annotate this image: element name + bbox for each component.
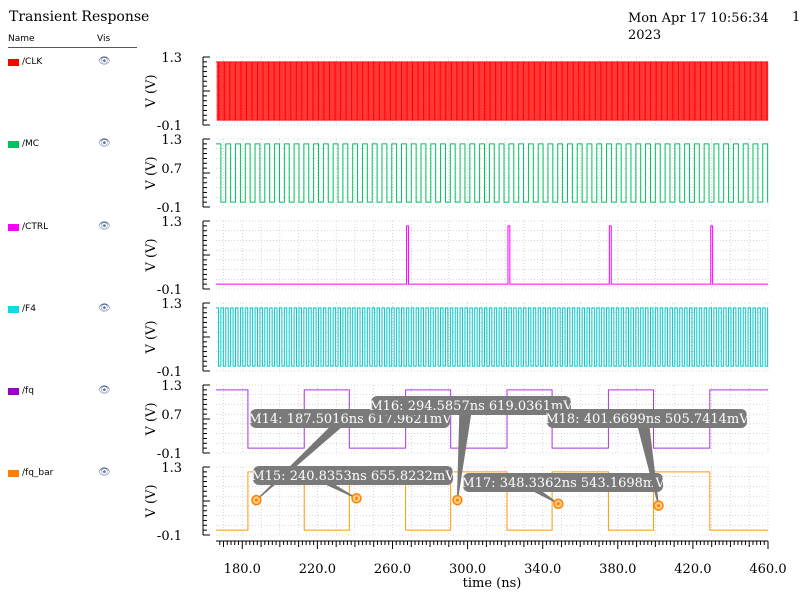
y-tick-label: -0.1 [157,365,182,380]
y-tick-label: 1.3 [161,215,182,230]
y-tick-label: -0.1 [157,447,182,462]
waveform-CTRL [216,225,768,285]
y-tick-label: 1.3 [161,461,182,476]
legend-header: Name Vis [8,34,137,48]
marker-label: M18: 401.6699ns 505.7414mV [545,412,749,427]
waveform-fq-bar [216,471,768,531]
marker-label-box [371,396,571,415]
y-tick-label: 0.7 [161,408,182,423]
y-tick-label: 1.3 [161,133,182,148]
ctrl-swatch [8,224,19,231]
marker-point-center [254,498,258,502]
legend-item-clk[interactable]: /CLK 👁 [8,56,138,70]
panel-CTRL: 1.3 -0.1 V (V) [144,215,769,298]
legend-vis-header: Vis [97,34,111,44]
markers: M14: 187.5016ns 617.9621mV M15: 240.8353n… [248,396,749,511]
panel-MC: 1.3 0.7 -0.1 V (V) [144,133,769,216]
waveform-CLK [216,61,769,121]
marker-point-center [556,502,560,506]
legend-item-fq-bar[interactable]: /fq_bar 👁 [8,467,138,481]
y-axis-label: V (V) [144,238,159,272]
fq-bar-swatch [8,470,19,477]
y-axis-label: V (V) [144,320,159,354]
fq-swatch [8,388,19,395]
clk-swatch [8,59,19,66]
y-axis-label: V (V) [144,156,159,190]
legend-item-label: /MC [22,139,40,149]
legend-item-label: /fq [22,386,34,396]
panel-fq-bar: 1.3 -0.1 V (V) [144,461,769,544]
marker-point-center [656,504,660,508]
y-axis-label: V (V) [144,484,159,518]
marker-label: M17: 348.3362ns 543.1698mV [461,476,665,491]
legend-item-fq[interactable]: /fq 👁 [8,385,138,399]
eye-icon[interactable]: 👁 [98,56,111,67]
legend-item-label: /CTRL [22,222,49,232]
x-tick-label: 340.0 [524,562,561,577]
y-tick-label: 1.3 [161,51,182,66]
x-tick-label: 220.0 [299,562,336,577]
legend-item-ctrl[interactable]: /CTRL 👁 [8,221,138,235]
eye-icon[interactable]: 👁 [98,385,111,396]
page-number: 1 [792,10,800,25]
marker-label-box [547,409,747,428]
eye-icon[interactable]: 👁 [98,467,111,478]
legend-item-label: /CLK [22,57,43,67]
marker-label-box [253,466,453,485]
panel-F4: 1.3 -0.1 V (V) [144,297,769,380]
waveform-MC [216,143,769,203]
x-tick-label: 420.0 [674,562,711,577]
y-tick-label: -0.1 [157,283,182,298]
y-tick-label: -0.1 [157,201,182,216]
marker-point-center [355,496,359,500]
mc-swatch [8,141,19,148]
date-stamp: Mon Apr 17 10:56:34 2023 [628,11,769,43]
y-axis-label: V (V) [144,74,159,108]
legend-item-f4[interactable]: /F4 👁 [8,303,138,317]
legend-name-header: Name [8,34,35,44]
y-tick-label: 0.7 [161,162,182,177]
x-tick-label: 380.0 [599,562,636,577]
legend-item-label: /fq_bar [22,468,54,478]
marker-leader [635,418,659,506]
marker-point-center [455,498,459,502]
x-axis-label: time (ns) [463,576,522,591]
marker-label-box [463,473,663,492]
eye-icon[interactable]: 👁 [98,303,111,314]
y-tick-label: 1.3 [161,297,182,312]
f4-swatch [8,306,19,313]
window-title: Transient Response [9,9,150,25]
eye-icon[interactable]: 👁 [98,138,111,149]
y-axis-label: V (V) [144,402,159,436]
eye-icon[interactable]: 👁 [98,221,111,232]
x-tick-label: 260.0 [374,562,411,577]
legend-item-mc[interactable]: /MC 👁 [8,138,138,152]
x-axis: 180.0 220.0 260.0 300.0 340.0 380.0 420.0 460.0… [216,540,787,591]
y-tick-label: -0.1 [157,119,182,134]
marker-label: M14: 187.5016ns 617.9621mV [248,412,452,427]
x-tick-label: 460.0 [749,562,786,577]
x-tick-label: 300.0 [449,562,486,577]
waveform-F4 [216,307,769,367]
marker-label: M15: 240.8353ns 655.8232mV [251,469,455,484]
y-tick-label: -0.1 [157,529,182,544]
panel-CLK: 1.3 -0.1 V (V) [144,51,769,134]
y-tick-label: 1.3 [161,379,182,394]
legend-item-label: /F4 [22,304,36,314]
marker-label: M16: 294.5857ns 619.0361mV [369,399,573,414]
x-tick-label: 180.0 [224,562,261,577]
